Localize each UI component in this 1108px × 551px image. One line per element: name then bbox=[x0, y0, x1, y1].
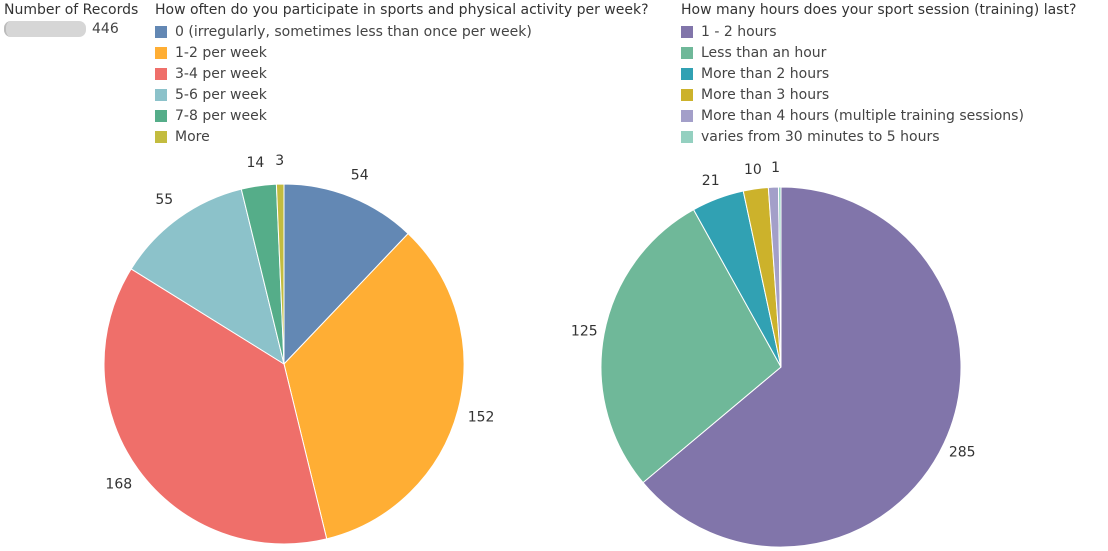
data-label: 152 bbox=[468, 410, 495, 426]
legend-item[interactable]: 3-4 per week bbox=[155, 63, 649, 84]
legend-swatch bbox=[155, 67, 167, 80]
legend-swatch bbox=[681, 88, 693, 101]
legend-item[interactable]: 1-2 per week bbox=[155, 42, 649, 63]
legend-swatch bbox=[155, 25, 167, 38]
data-label: 54 bbox=[351, 168, 369, 184]
records-bar bbox=[4, 21, 86, 37]
legend-item[interactable]: Less than an hour bbox=[681, 42, 1076, 63]
data-label: 1 bbox=[771, 160, 780, 176]
legend-item[interactable]: 7-8 per week bbox=[155, 105, 649, 126]
legend-swatch bbox=[681, 67, 693, 80]
data-label: 168 bbox=[105, 477, 132, 493]
legend-item[interactable]: More than 3 hours bbox=[681, 84, 1076, 105]
data-label: 14 bbox=[246, 155, 264, 171]
legend-label: varies from 30 minutes to 5 hours bbox=[701, 128, 940, 145]
legend-items-duration: 1 - 2 hours Less than an hour More than 2 … bbox=[681, 21, 1076, 147]
legend-item[interactable]: More bbox=[155, 126, 649, 147]
legend-swatch bbox=[155, 88, 167, 101]
legend-item[interactable]: More than 4 hours (multiple training ses… bbox=[681, 105, 1076, 126]
data-label: 285 bbox=[949, 445, 976, 461]
pie-slice[interactable] bbox=[600, 208, 782, 484]
chart-title-frequency: How often do you participate in sports a… bbox=[155, 2, 649, 18]
legend-item[interactable]: 1 - 2 hours bbox=[681, 21, 1076, 42]
legend-duration: How many hours does your sport session (… bbox=[681, 2, 1076, 147]
data-label: 55 bbox=[155, 192, 173, 208]
legend-label: More than 2 hours bbox=[701, 65, 830, 82]
legend-item[interactable]: 5-6 per week bbox=[155, 84, 649, 105]
legend-swatch bbox=[681, 25, 693, 38]
legend-item[interactable]: 0 (irregularly, sometimes less than once… bbox=[155, 21, 649, 42]
pie-slice[interactable] bbox=[642, 186, 962, 548]
pie-slice[interactable] bbox=[283, 183, 409, 366]
legend-swatch bbox=[681, 109, 693, 122]
records-title: Number of Records bbox=[4, 2, 139, 18]
pie-slice[interactable] bbox=[777, 186, 782, 368]
legend-label: More than 4 hours (multiple training ses… bbox=[701, 107, 1024, 124]
legend-label: 1 - 2 hours bbox=[701, 23, 777, 40]
legend-swatch bbox=[155, 46, 167, 59]
pie-slice[interactable] bbox=[283, 232, 465, 540]
data-label: 125 bbox=[571, 324, 598, 340]
chart-title-duration: How many hours does your sport session (… bbox=[681, 2, 1077, 18]
records-value: 446 bbox=[92, 21, 119, 37]
legend-swatch bbox=[681, 130, 693, 143]
legend-swatch bbox=[681, 46, 693, 59]
legend-label: More than 3 hours bbox=[701, 86, 830, 103]
data-label: 10 bbox=[744, 162, 762, 178]
legend-item[interactable]: More than 2 hours bbox=[681, 63, 1076, 84]
legend-label: More bbox=[175, 128, 210, 145]
pie-slice[interactable] bbox=[103, 268, 328, 545]
data-label: 21 bbox=[702, 173, 720, 189]
legend-swatch bbox=[155, 109, 167, 122]
number-of-records: Number of Records 446 bbox=[4, 2, 138, 37]
legend-label: 5-6 per week bbox=[175, 86, 267, 103]
legend-label: 3-4 per week bbox=[175, 65, 267, 82]
legend-label: 7-8 per week bbox=[175, 107, 267, 124]
pie-duration: 285 125 21 10 1 bbox=[571, 160, 976, 548]
legend-label: 1-2 per week bbox=[175, 44, 267, 61]
data-label: 3 bbox=[275, 153, 284, 169]
legend-swatch bbox=[155, 130, 167, 143]
legend-label: 0 (irregularly, sometimes less than once… bbox=[175, 23, 532, 40]
pie-slice[interactable] bbox=[275, 183, 285, 365]
legend-item[interactable]: varies from 30 minutes to 5 hours bbox=[681, 126, 1076, 147]
records-row: 446 bbox=[4, 21, 138, 37]
pie-frequency: 54 152 168 55 14 3 bbox=[103, 153, 495, 545]
legend-items-frequency: 0 (irregularly, sometimes less than once… bbox=[155, 21, 649, 147]
legend-label: Less than an hour bbox=[701, 44, 827, 61]
pie-slice[interactable] bbox=[130, 188, 285, 366]
legend-frequency: How often do you participate in sports a… bbox=[155, 2, 649, 147]
